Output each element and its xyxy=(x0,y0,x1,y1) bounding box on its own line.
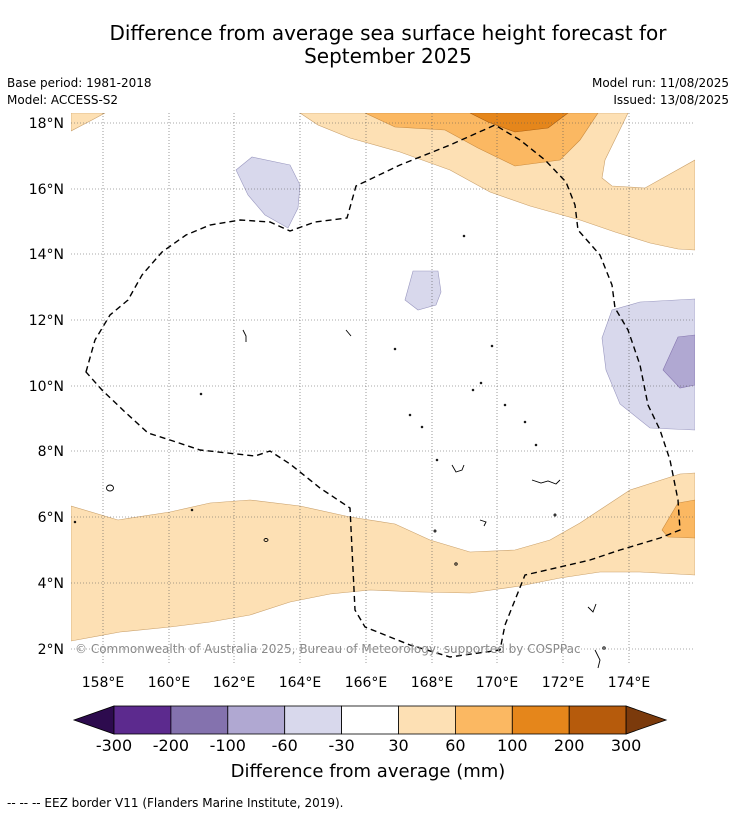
lon-label-160e: 160°E xyxy=(148,675,191,691)
colorbar-segment xyxy=(511,705,570,735)
longitude-labels: 158°E 160°E 162°E 164°E 166°E 168°E 170°… xyxy=(82,675,651,691)
lon-label-170e: 170°E xyxy=(476,675,519,691)
latitude-labels: 18°N 16°N 14°N 12°N 10°N 8°N 6°N 4°N 2°N xyxy=(29,116,64,658)
colorbar-extend-high xyxy=(625,705,668,735)
lon-label-158e: 158°E xyxy=(82,675,125,691)
lon-label-174e: 174°E xyxy=(608,675,651,691)
colorbar-segment xyxy=(113,705,172,735)
title-line-2: September 2025 xyxy=(304,44,472,68)
copyright-text: © Commonwealth of Australia 2025, Bureau… xyxy=(75,642,581,656)
model-name: Model: ACCESS-S2 xyxy=(7,93,119,107)
model-run: Model run: 11/08/2025 xyxy=(591,76,729,90)
contour-lavender-center xyxy=(404,270,442,311)
colorbar-segment xyxy=(227,705,286,735)
contour-lavender-east xyxy=(601,298,695,431)
contour-lavender-north xyxy=(235,156,301,229)
contour-layer xyxy=(71,113,695,642)
contour-tan-south xyxy=(71,472,695,642)
colorbar-segment xyxy=(568,705,627,735)
colorbar-segment xyxy=(284,705,343,735)
colorbar-tick-label: 30 xyxy=(388,736,408,755)
meta-left: Base period: 1981-2018 Model: ACCESS-S2 xyxy=(7,75,152,109)
title-line-1: Difference from average sea surface heig… xyxy=(109,21,667,45)
lat-label-4n: 4°N xyxy=(38,576,64,592)
colorbar-extend-low xyxy=(72,705,115,735)
issued-date: Issued: 13/08/2025 xyxy=(613,93,729,107)
contour-dark-orange-north xyxy=(469,113,569,133)
colorbar-tick-label: 60 xyxy=(445,736,465,755)
colorbar-tick-label: 300 xyxy=(611,736,642,755)
lat-label-2n: 2°N xyxy=(38,642,64,658)
lon-label-162e: 162°E xyxy=(213,675,256,691)
colorbar-tick-label: -100 xyxy=(210,736,246,755)
chart-title: Difference from average sea surface heig… xyxy=(60,22,716,68)
lon-label-166e: 166°E xyxy=(345,675,388,691)
colorbar-tick-label: -200 xyxy=(153,736,189,755)
lat-label-16n: 16°N xyxy=(29,182,64,198)
lat-label-6n: 6°N xyxy=(38,510,64,526)
eez-border xyxy=(85,124,681,658)
gridlines xyxy=(71,113,695,665)
contour-lavender-mid-east xyxy=(662,334,695,389)
colorbar-segment xyxy=(398,705,456,735)
colorbar-segment xyxy=(170,705,229,735)
colorbar-tick-label: -30 xyxy=(329,736,355,755)
colorbar-title: Difference from average (mm) xyxy=(230,761,506,782)
lat-label-8n: 8°N xyxy=(38,444,64,460)
colorbar-segment xyxy=(341,705,399,735)
colorbar-tick-label: -300 xyxy=(96,736,132,755)
base-period: Base period: 1981-2018 xyxy=(7,76,152,90)
lon-label-164e: 164°E xyxy=(279,675,322,691)
lat-label-14n: 14°N xyxy=(29,247,64,263)
lon-label-172e: 172°E xyxy=(542,675,585,691)
colorbar-tick-label: -60 xyxy=(272,736,298,755)
contour-tan-northwest xyxy=(71,113,106,132)
lat-label-18n: 18°N xyxy=(29,116,64,132)
colorbar-tick-label: 100 xyxy=(497,736,528,755)
colorbar-tick-label: 200 xyxy=(554,736,585,755)
contour-tan-north xyxy=(299,113,695,251)
islands xyxy=(73,234,606,669)
colorbar-segment xyxy=(454,705,513,735)
lat-label-10n: 10°N xyxy=(29,379,64,395)
colorbar: -300 -200 -100 -60 -30 30 60 100 200 300 xyxy=(72,705,668,755)
lon-label-168e: 168°E xyxy=(411,675,454,691)
lat-label-12n: 12°N xyxy=(29,313,64,329)
meta-right: Model run: 11/08/2025 Issued: 13/08/2025 xyxy=(592,75,729,109)
eez-footnote: -- -- -- EEZ border V11 (Flanders Marine… xyxy=(7,796,344,810)
